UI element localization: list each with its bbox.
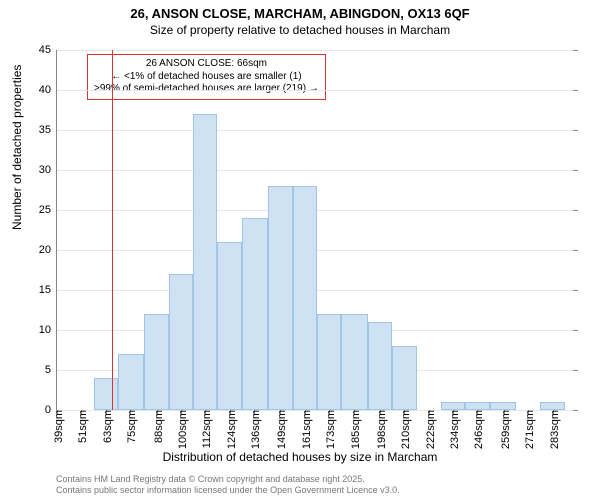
footer-line-2: Contains public sector information licen… (56, 485, 400, 496)
x-tick-label: 161sqm (297, 410, 313, 449)
x-tick-label: 210sqm (396, 410, 412, 449)
x-tick-label: 149sqm (272, 410, 288, 449)
y-tick-label: 10 (39, 324, 57, 336)
y-tick-label: 30 (39, 164, 57, 176)
annotation-line-2: ← <1% of detached houses are smaller (1) (94, 71, 319, 84)
y-tick-label: 35 (39, 124, 57, 136)
x-tick-label: 51sqm (73, 410, 89, 443)
y-tick-label: 15 (39, 284, 57, 296)
grid-line (57, 250, 577, 251)
x-tick-label: 88sqm (149, 410, 165, 443)
histogram-bar (441, 402, 465, 410)
annotation-line-1: 26 ANSON CLOSE: 66sqm (94, 58, 319, 71)
grid-line (57, 90, 577, 91)
x-axis-label: Distribution of detached houses by size … (0, 450, 600, 464)
y-tick-label: 40 (39, 84, 57, 96)
histogram-bar (268, 186, 292, 410)
histogram-chart: 26, ANSON CLOSE, MARCHAM, ABINGDON, OX13… (0, 0, 600, 500)
histogram-bar (94, 378, 118, 410)
y-tick-label: 20 (39, 244, 57, 256)
histogram-bar (392, 346, 416, 410)
histogram-bar (242, 218, 268, 410)
chart-footer: Contains HM Land Registry data © Crown c… (56, 474, 400, 497)
chart-subtitle: Size of property relative to detached ho… (0, 23, 600, 37)
x-tick-label: 63sqm (98, 410, 114, 443)
x-tick-label: 222sqm (421, 410, 437, 449)
plot-area: 26 ANSON CLOSE: 66sqm ← <1% of detached … (56, 50, 577, 411)
grid-line (57, 290, 577, 291)
x-tick-label: 75sqm (122, 410, 138, 443)
histogram-bar (144, 314, 168, 410)
title-line-1: 26, ANSON CLOSE, MARCHAM, ABINGDON, OX13… (0, 6, 600, 23)
histogram-bar (540, 402, 564, 410)
y-tick-label: 5 (45, 364, 57, 376)
x-tick-label: 283sqm (545, 410, 561, 449)
x-tick-label: 136sqm (246, 410, 262, 449)
histogram-bar (193, 114, 217, 410)
histogram-bar (169, 274, 193, 410)
histogram-bar (368, 322, 392, 410)
y-tick-label: 45 (39, 44, 57, 56)
histogram-bar (317, 314, 341, 410)
grid-line (57, 210, 577, 211)
x-tick-label: 246sqm (469, 410, 485, 449)
x-tick-label: 234sqm (445, 410, 461, 449)
grid-line (57, 130, 577, 131)
x-tick-label: 198sqm (372, 410, 388, 449)
x-tick-label: 124sqm (222, 410, 238, 449)
histogram-bar (490, 402, 516, 410)
y-tick-label: 25 (39, 204, 57, 216)
annotation-box: 26 ANSON CLOSE: 66sqm ← <1% of detached … (87, 54, 326, 100)
x-tick-label: 271sqm (520, 410, 536, 449)
x-tick-label: 100sqm (173, 410, 189, 449)
histogram-bar (465, 402, 489, 410)
y-axis-label: Number of detached properties (10, 65, 24, 230)
histogram-bar (341, 314, 367, 410)
grid-line (57, 170, 577, 171)
x-tick-label: 173sqm (321, 410, 337, 449)
x-tick-label: 259sqm (496, 410, 512, 449)
grid-line (57, 50, 577, 51)
x-tick-label: 185sqm (346, 410, 362, 449)
footer-line-1: Contains HM Land Registry data © Crown c… (56, 474, 400, 485)
histogram-bar (217, 242, 241, 410)
histogram-bar (118, 354, 144, 410)
x-tick-label: 112sqm (197, 410, 213, 448)
x-tick-label: 39sqm (49, 410, 65, 443)
chart-title: 26, ANSON CLOSE, MARCHAM, ABINGDON, OX13… (0, 0, 600, 23)
histogram-bar (293, 186, 317, 410)
marker-line (112, 50, 113, 410)
